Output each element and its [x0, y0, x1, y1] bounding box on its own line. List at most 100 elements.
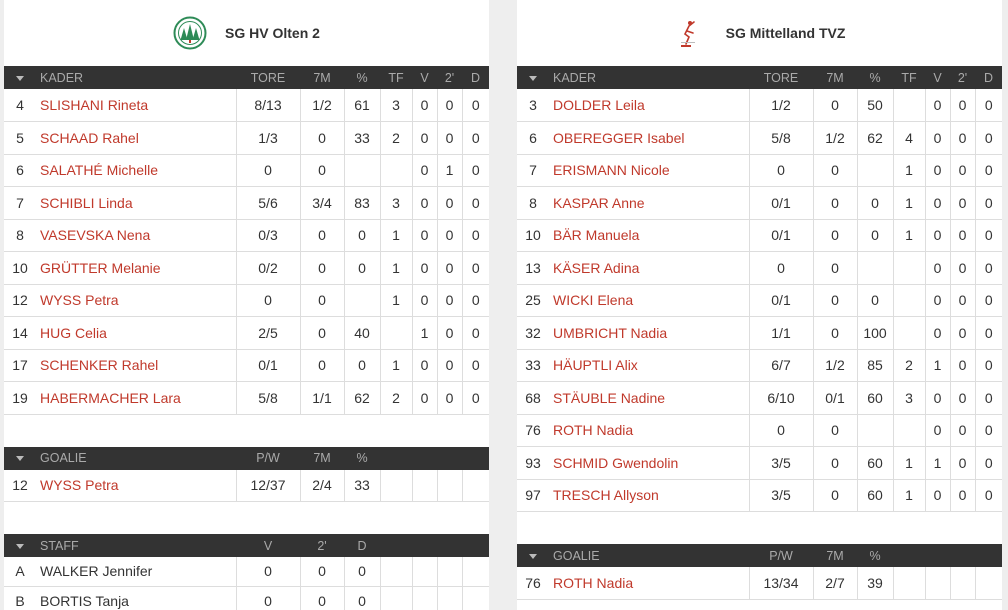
table-row: 4 SLISHANI Rineta 8/13 1/2 61 3 0 0 0: [4, 89, 489, 122]
player-name-link[interactable]: GRÜTTER Melanie: [36, 251, 237, 285]
stat-cell: 0: [412, 219, 438, 252]
stat-cell: 1: [380, 284, 413, 317]
column-header: TORE: [763, 70, 799, 85]
player-name-link[interactable]: SALATHÉ Michelle: [36, 154, 237, 187]
stat-cell: 0: [749, 414, 814, 447]
stat-cell: 4: [893, 121, 926, 155]
tree-emblem-icon: [173, 16, 207, 50]
player-name-link[interactable]: SCHMID Gwendolin: [549, 446, 750, 480]
player-name-link[interactable]: KÄSER Adina: [549, 251, 750, 285]
stat-cell: 0: [857, 219, 894, 252]
player-name-link[interactable]: HABERMACHER Lara: [36, 381, 237, 415]
stat-cell: 5/6: [236, 186, 301, 220]
stat-cell: 0: [437, 284, 463, 317]
player-name-link[interactable]: OBEREGGER Isabel: [549, 121, 750, 155]
player-name-link[interactable]: ERISMANN Nicole: [549, 154, 750, 187]
stat-cell: 0: [925, 251, 951, 285]
stat-cell: 3: [380, 89, 413, 122]
stat-cell: 1/2: [300, 89, 345, 122]
column-header: [437, 447, 462, 470]
table-row: 12 WYSS Petra 12/37 2/4 33: [4, 469, 489, 502]
collapse-toggle-icon[interactable]: [517, 66, 549, 89]
player-name-link[interactable]: HÄUPTLI Alix: [549, 349, 750, 382]
stat-cell: 1: [893, 219, 926, 252]
stat-cell: 0: [300, 349, 345, 382]
player-name-link[interactable]: WYSS Petra: [36, 469, 237, 502]
stat-cell: 0: [437, 89, 463, 122]
stat-cell: 0: [925, 186, 951, 220]
player-name-link[interactable]: KASPAR Anne: [549, 186, 750, 220]
collapse-toggle-icon[interactable]: [4, 66, 36, 89]
player-name-link[interactable]: ROTH Nadia: [549, 567, 750, 600]
column-header: STAFF: [40, 538, 79, 553]
player-number: 12: [4, 284, 36, 317]
player-name-link[interactable]: SCHAAD Rahel: [36, 121, 237, 155]
stat-cell: 0/3: [236, 219, 301, 252]
column-header: 2': [444, 70, 455, 85]
player-name-link[interactable]: STÄUBLE Nadine: [549, 381, 750, 415]
player-name-link[interactable]: UMBRICHT Nadia: [549, 316, 750, 350]
stat-cell: [380, 557, 413, 587]
stat-cell: [950, 567, 976, 600]
player-number: 76: [517, 414, 549, 447]
stat-cell: 0: [437, 219, 463, 252]
player-name-link[interactable]: SCHIBLI Linda: [36, 186, 237, 220]
column-header: GOALIE: [553, 548, 600, 563]
stat-cell: 0: [462, 349, 489, 382]
player-name-link[interactable]: DOLDER Leila: [549, 89, 750, 122]
player-number: 8: [517, 186, 549, 220]
stat-cell: 0: [344, 349, 381, 382]
column-header: P/W: [769, 548, 793, 563]
stat-cell: 0/1: [749, 219, 814, 252]
column-header: P/W: [256, 451, 280, 465]
stat-cell: 0: [950, 316, 976, 350]
stat-cell: 0: [925, 89, 951, 122]
kader-table: KADER TORE 7M% TF V 2' D 4 SLISHANI Rineta 8/13 1/…: [4, 66, 489, 415]
player-name-link[interactable]: ROTH Nadia: [549, 414, 750, 447]
player-name-link[interactable]: WICKI Elena: [549, 284, 750, 317]
stat-cell: 0: [975, 121, 1002, 155]
stat-cell: 1: [380, 349, 413, 382]
player-name-link[interactable]: VASEVSKA Nena: [36, 219, 237, 252]
player-name-link[interactable]: SLISHANI Rineta: [36, 89, 237, 122]
stat-cell: [344, 154, 381, 187]
stat-cell: 2/4: [300, 469, 345, 502]
stat-cell: 0: [925, 154, 951, 187]
stat-cell: 0: [975, 284, 1002, 317]
stat-cell: 62: [857, 121, 894, 155]
player-name-link[interactable]: HUG Celia: [36, 316, 237, 350]
stat-cell: 0: [813, 479, 858, 512]
column-header: 7M: [313, 70, 331, 85]
player-name-link[interactable]: BÄR Manuela: [549, 219, 750, 252]
table-header-row: STAFF V 2' D: [4, 534, 489, 557]
column-header: [975, 544, 1002, 567]
stat-cell: [412, 586, 438, 610]
player-name-link[interactable]: WYSS Petra: [36, 284, 237, 317]
table-row: 97 TRESCH Allyson 3/5 0 60 1 0 0 0: [517, 479, 1002, 512]
collapse-toggle-icon[interactable]: [4, 534, 36, 557]
stat-cell: 0: [344, 586, 381, 610]
stat-cell: 1: [893, 446, 926, 480]
stat-cell: 2: [380, 121, 413, 155]
team-header-left: SG HV Olten 2: [4, 0, 489, 66]
player-number: 3: [517, 89, 549, 122]
collapse-toggle-icon[interactable]: [4, 447, 36, 470]
player-number: 17: [4, 349, 36, 382]
stat-cell: 0: [813, 284, 858, 317]
stat-cell: [437, 469, 463, 502]
player-number: 19: [4, 381, 36, 415]
table-row: 8 VASEVSKA Nena 0/3 0 0 1 0 0 0: [4, 219, 489, 252]
stat-cell: 5/8: [749, 121, 814, 155]
column-header: [412, 447, 437, 470]
column-header: KADER: [553, 70, 597, 85]
stat-cell: [893, 89, 926, 122]
team-name: SG HV Olten 2: [225, 25, 320, 41]
collapse-toggle-icon[interactable]: [517, 544, 549, 567]
player-number: 5: [4, 121, 36, 155]
column-header: [412, 534, 437, 557]
table-row: 7 SCHIBLI Linda 5/6 3/4 83 3 0 0 0: [4, 186, 489, 220]
stat-cell: 0: [300, 284, 345, 317]
stat-cell: 0: [813, 186, 858, 220]
player-name-link[interactable]: TRESCH Allyson: [549, 479, 750, 512]
player-name-link[interactable]: SCHENKER Rahel: [36, 349, 237, 382]
